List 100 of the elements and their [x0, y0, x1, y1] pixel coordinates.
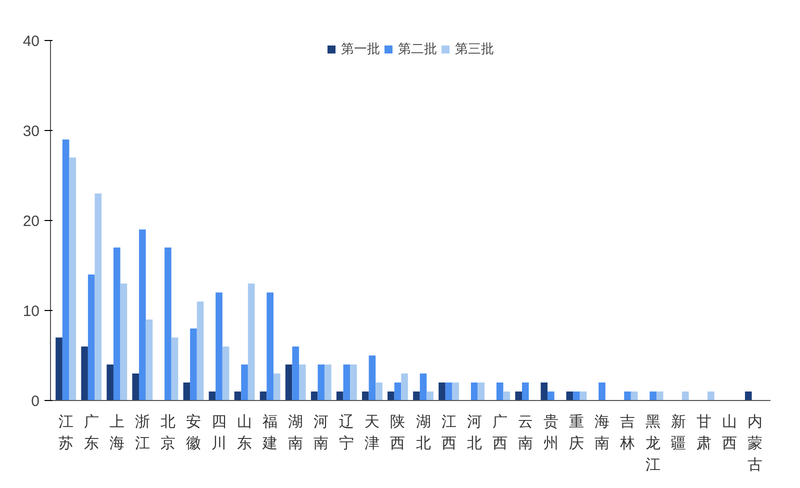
bar [310, 392, 318, 400]
bar [285, 364, 292, 400]
bar [362, 392, 369, 400]
x-tick-label: 云南 [518, 412, 533, 452]
x-tick-label: 福建 [262, 412, 278, 452]
bar [566, 392, 574, 400]
bar [682, 392, 689, 400]
x-tick-label: 湖南 [288, 412, 304, 452]
bar [388, 392, 394, 400]
bar [94, 194, 102, 400]
bar [216, 292, 222, 400]
y-tick-label: 0 [31, 393, 40, 410]
bar [394, 382, 402, 400]
bar [438, 382, 446, 400]
x-tick-label: 江西 [441, 412, 456, 452]
bar [132, 374, 140, 400]
x-tick-label: 新疆 [671, 412, 686, 452]
bar [120, 284, 128, 400]
bar [292, 346, 300, 400]
bar [113, 248, 120, 400]
bar [260, 392, 267, 400]
bar [343, 364, 350, 400]
x-tick-label: 山东 [237, 412, 252, 452]
bar [241, 364, 248, 400]
x-tick-label: 重庆 [568, 412, 584, 452]
legend-label: 第一批 [341, 41, 380, 58]
bar [548, 392, 554, 400]
bar [744, 392, 752, 400]
x-tick-label: 湖北 [416, 412, 431, 452]
bar [413, 392, 420, 400]
y-tick-label: 10 [22, 303, 40, 320]
x-tick-label: 天津 [364, 412, 380, 452]
bar [470, 382, 478, 400]
bar [234, 392, 242, 400]
bar [598, 382, 606, 400]
bar [478, 382, 485, 400]
x-tick-label: 广西 [492, 412, 508, 452]
x-tick-label: 吉林 [619, 412, 636, 452]
bar [146, 320, 153, 400]
bar [708, 392, 714, 400]
bar [420, 374, 427, 400]
bar [496, 382, 504, 400]
bar [350, 364, 357, 400]
bar [522, 382, 529, 400]
y-tick-label: 20 [22, 213, 40, 230]
x-tick-label: 海南 [594, 412, 610, 452]
bar [81, 346, 88, 400]
bar [183, 382, 190, 400]
x-tick-label: 贵州 [543, 412, 558, 452]
bar [273, 374, 280, 400]
bar [139, 230, 146, 400]
bar [624, 392, 631, 400]
x-tick-label: 陕西 [390, 412, 406, 452]
bar [426, 392, 434, 400]
x-tick-label: 上海 [109, 412, 124, 452]
x-tick-label: 安徽 [186, 412, 201, 452]
x-tick-label: 甘肃 [696, 412, 712, 452]
bar [88, 274, 95, 400]
x-tick-label: 河北 [466, 412, 482, 452]
x-tick-label: 河南 [314, 412, 329, 452]
x-tick-label: 江苏 [58, 412, 74, 452]
bar [656, 392, 664, 400]
bar [580, 392, 587, 400]
bar [190, 328, 197, 400]
x-tick-label: 黑龙江 [646, 412, 661, 474]
legend-label: 第二批 [398, 41, 437, 58]
bar [248, 284, 255, 400]
bar [62, 140, 70, 400]
legend-label: 第三批 [455, 41, 494, 58]
bar [299, 364, 306, 400]
bar [376, 382, 382, 400]
bar [318, 364, 325, 400]
bar [452, 382, 460, 400]
bar [336, 392, 344, 400]
x-tick-label: 四川 [212, 412, 227, 452]
bar [208, 392, 216, 400]
bar [164, 248, 172, 400]
x-tick-label: 辽宁 [339, 412, 354, 452]
bar [445, 382, 452, 400]
x-tick-label: 北京 [160, 412, 176, 452]
bar [573, 392, 580, 400]
bar [515, 392, 522, 400]
bar [196, 302, 204, 400]
x-tick-label: 山西 [722, 412, 738, 452]
bar [56, 338, 62, 400]
y-tick-label: 30 [22, 123, 40, 140]
bar [69, 158, 76, 400]
bar [630, 392, 638, 400]
bar [503, 392, 510, 400]
bar [171, 338, 178, 400]
bar [324, 364, 332, 400]
x-tick-label: 广东 [84, 412, 99, 452]
x-tick-label: 内蒙古 [748, 412, 763, 474]
x-tick-label: 浙江 [134, 412, 150, 452]
bar [401, 374, 408, 400]
bar [540, 382, 548, 400]
y-tick-label: 40 [22, 33, 40, 50]
bar [650, 392, 656, 400]
bar [106, 364, 114, 400]
bar [368, 356, 376, 400]
